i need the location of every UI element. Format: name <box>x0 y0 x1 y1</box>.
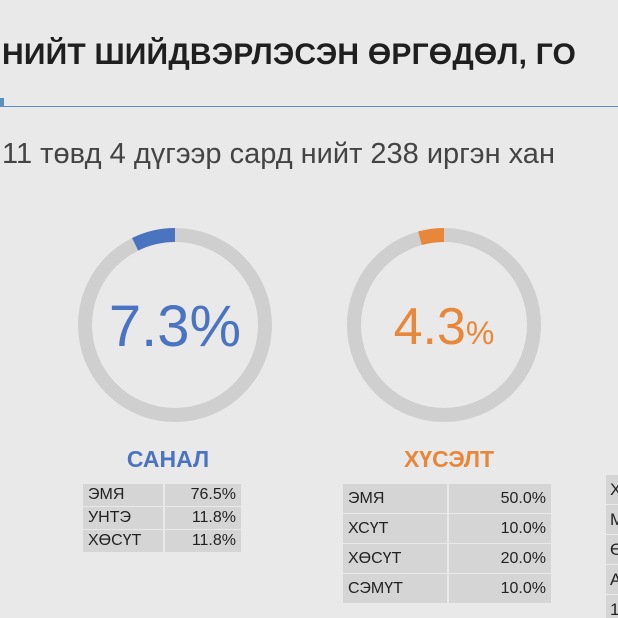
table-row: ЭМЯ 50.0% <box>343 484 551 513</box>
row-name: СЭМҮТ <box>343 574 447 603</box>
row-name: ХӨСҮТ <box>83 530 163 552</box>
table-row: ХӨСҮТ 11.8% <box>83 530 241 552</box>
row-value: 76.5% <box>165 484 241 506</box>
table-row: УНТЭ 11.8% <box>83 507 241 529</box>
donut-label-khuselt: ХҮСЭЛТ <box>403 446 495 472</box>
donut-center-value: 4.3% <box>394 298 495 356</box>
row-value: 20.0% <box>449 544 551 573</box>
donut-value-arc <box>418 228 445 246</box>
page-title: НИЙТ ШИЙДВЭРЛЭСЭН ӨРГӨДӨЛ, ГО <box>2 38 577 71</box>
row-name: ХӨСҮТ <box>343 544 447 573</box>
table-row: СЭМҮТ 10.0% <box>343 574 551 603</box>
stats-table-sanal: ЭМЯ 76.5% УНТЭ 11.8% ХӨСҮТ 11.8% <box>83 483 241 553</box>
partial-row: 1 <box>606 595 618 618</box>
row-name: ХСҮТ <box>343 514 447 543</box>
donut-chart-khuselt: 4.3% <box>347 228 541 422</box>
row-value: 11.8% <box>165 530 241 552</box>
row-value: 10.0% <box>449 574 551 603</box>
donut-center-value: 7.3% <box>109 294 241 359</box>
table-row: ЭМЯ 76.5% <box>83 484 241 506</box>
page-subtitle: 11 төвд 4 дүгээр сард нийт 238 иргэн хан <box>2 138 555 170</box>
stats-table-khuselt: ЭМЯ 50.0% ХСҮТ 10.0% ХӨСҮТ 20.0% СЭМҮТ 10.0% <box>343 483 551 604</box>
row-name: ЭМЯ <box>83 484 163 506</box>
partial-row: М <box>606 505 618 534</box>
partial-row: А <box>606 565 618 594</box>
row-name: ЭМЯ <box>343 484 447 513</box>
partial-row: Х <box>606 475 618 504</box>
donut-chart-sanal: 7.3% <box>78 228 272 422</box>
donut-label-sanal: САНАЛ <box>126 446 210 472</box>
row-value: 10.0% <box>449 514 551 543</box>
partial-row: Ө <box>606 535 618 564</box>
donut-value-arc <box>132 228 176 251</box>
row-value: 50.0% <box>449 484 551 513</box>
table-row: ХӨСҮТ 20.0% <box>343 544 551 573</box>
title-underline-tick <box>0 98 4 106</box>
title-underline <box>0 106 618 107</box>
row-name: УНТЭ <box>83 507 163 529</box>
table-row: ХСҮТ 10.0% <box>343 514 551 543</box>
row-value: 11.8% <box>165 507 241 529</box>
